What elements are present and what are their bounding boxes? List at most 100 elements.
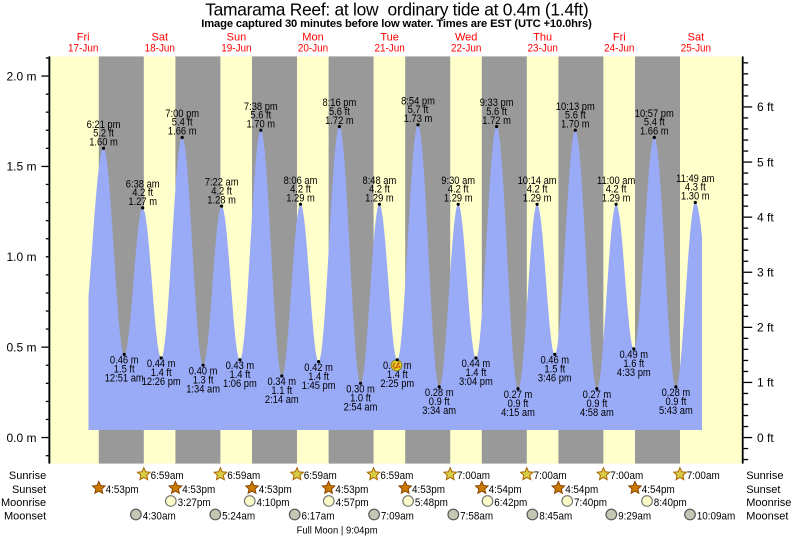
svg-text:12:26 pm: 12:26 pm (142, 376, 181, 388)
svg-text:Image captured 30 minutes befo: Image captured 30 minutes before low wat… (201, 18, 592, 30)
svg-text:0.9 ft: 0.9 ft (508, 398, 529, 410)
svg-text:5:24am: 5:24am (222, 510, 255, 522)
svg-text:8:54 pm: 8:54 pm (401, 95, 435, 107)
svg-text:Moonset: Moonset (746, 510, 788, 522)
svg-text:4:10pm: 4:10pm (257, 497, 290, 509)
svg-text:1.29 m: 1.29 m (365, 193, 394, 205)
svg-text:Moonset: Moonset (4, 510, 46, 522)
svg-text:1.72 m: 1.72 m (482, 115, 511, 127)
svg-text:1.3 ft: 1.3 ft (193, 374, 214, 386)
svg-text:6:59am: 6:59am (304, 470, 337, 482)
svg-text:0.9 ft: 0.9 ft (666, 396, 687, 408)
svg-text:4.2 ft: 4.2 ft (606, 184, 627, 196)
svg-text:7:00am: 7:00am (534, 470, 567, 482)
svg-text:0.46 m: 0.46 m (541, 355, 570, 367)
svg-text:Sunset: Sunset (12, 484, 46, 496)
svg-text:5.6 ft: 5.6 ft (250, 109, 271, 121)
svg-text:23-Jun: 23-Jun (528, 43, 558, 55)
svg-text:6:17am: 6:17am (302, 510, 335, 522)
svg-text:1.4 ft: 1.4 ft (151, 367, 172, 379)
svg-text:0.28 m: 0.28 m (662, 387, 691, 399)
svg-text:5.6 ft: 5.6 ft (329, 106, 350, 118)
svg-text:5:43 am: 5:43 am (659, 405, 693, 417)
svg-text:Fri: Fri (613, 32, 626, 44)
svg-text:21-Jun: 21-Jun (374, 43, 404, 55)
svg-text:1.29 m: 1.29 m (286, 193, 315, 205)
svg-text:4.2 ft: 4.2 ft (290, 184, 311, 196)
svg-text:1.5 ft: 1.5 ft (114, 364, 135, 376)
svg-text:25-Jun: 25-Jun (681, 43, 711, 55)
svg-text:4:54pm: 4:54pm (642, 484, 675, 496)
svg-text:5.2 ft: 5.2 ft (93, 128, 114, 140)
svg-text:1:45 pm: 1:45 pm (302, 380, 336, 392)
svg-text:4.2 ft: 4.2 ft (527, 184, 548, 196)
svg-text:Moonrise: Moonrise (746, 497, 791, 509)
svg-text:0.30 m: 0.30 m (346, 384, 375, 396)
svg-text:1.27 m: 1.27 m (128, 196, 157, 208)
svg-text:6 ft: 6 ft (757, 100, 774, 114)
svg-text:1 ft: 1 ft (757, 376, 774, 390)
svg-text:17-Jun: 17-Jun (68, 43, 98, 55)
svg-text:22-Jun: 22-Jun (451, 43, 481, 55)
svg-text:0 ft: 0 ft (757, 431, 774, 445)
svg-text:Mon: Mon (302, 32, 323, 44)
svg-text:1:34 am: 1:34 am (186, 383, 220, 395)
svg-text:4:30am: 4:30am (143, 510, 176, 522)
svg-text:1.29 m: 1.29 m (602, 193, 631, 205)
svg-text:1.4 ft: 1.4 ft (230, 369, 251, 381)
svg-text:4:58 am: 4:58 am (580, 407, 614, 419)
svg-text:1.4 ft: 1.4 ft (308, 371, 329, 383)
svg-text:10:14 am: 10:14 am (518, 175, 557, 187)
svg-text:Sunset: Sunset (746, 484, 780, 496)
svg-text:1.72 m: 1.72 m (325, 115, 354, 127)
svg-text:7:00am: 7:00am (457, 470, 490, 482)
svg-text:10:09am: 10:09am (697, 510, 736, 522)
svg-text:Sat: Sat (152, 32, 169, 44)
svg-text:1.0 ft: 1.0 ft (350, 393, 371, 405)
svg-text:Full Moon | 9:04pm: Full Moon | 9:04pm (297, 525, 378, 536)
svg-text:5.7 ft: 5.7 ft (408, 104, 429, 116)
svg-text:7:22 am: 7:22 am (205, 177, 239, 189)
svg-text:7:00am: 7:00am (610, 470, 643, 482)
svg-text:4.2 ft: 4.2 ft (211, 185, 232, 197)
svg-text:11:49 am: 11:49 am (676, 173, 714, 185)
svg-text:5.6 ft: 5.6 ft (565, 109, 586, 121)
svg-text:8:45am: 8:45am (539, 510, 572, 522)
svg-text:0.49 m: 0.49 m (620, 349, 649, 361)
svg-text:0.28 m: 0.28 m (425, 387, 454, 399)
svg-text:Moonrise: Moonrise (1, 497, 46, 509)
svg-text:0.0 m: 0.0 m (6, 431, 36, 445)
svg-text:3 ft: 3 ft (757, 266, 774, 280)
svg-text:8:48 am: 8:48 am (363, 175, 397, 187)
svg-text:8:06 am: 8:06 am (284, 175, 318, 187)
svg-text:3:46 pm: 3:46 pm (538, 373, 572, 385)
svg-text:3:27pm: 3:27pm (178, 497, 211, 509)
svg-text:1.66 m: 1.66 m (640, 126, 669, 138)
svg-text:1.60 m: 1.60 m (89, 137, 118, 149)
svg-text:4:53pm: 4:53pm (182, 484, 215, 496)
svg-text:7:00am: 7:00am (687, 470, 720, 482)
svg-text:0.5 m: 0.5 m (6, 340, 36, 354)
svg-text:8:16 pm: 8:16 pm (323, 97, 357, 109)
svg-text:24-Jun: 24-Jun (604, 43, 634, 55)
svg-text:1.5 m: 1.5 m (6, 160, 36, 174)
svg-text:7:00 pm: 7:00 pm (165, 108, 199, 120)
svg-text:2.0 m: 2.0 m (6, 69, 36, 83)
svg-text:0.44 m: 0.44 m (462, 358, 491, 370)
svg-text:Fri: Fri (77, 32, 90, 44)
svg-text:11:00 am: 11:00 am (597, 175, 635, 187)
svg-text:6:21 pm: 6:21 pm (87, 119, 121, 131)
svg-text:1.73 m: 1.73 m (404, 113, 433, 125)
svg-text:1.30 m: 1.30 m (681, 191, 710, 203)
svg-text:1.70 m: 1.70 m (247, 118, 276, 130)
svg-text:2 ft: 2 ft (757, 321, 774, 335)
svg-text:0.27 m: 0.27 m (504, 389, 533, 401)
svg-text:2:14 am: 2:14 am (265, 394, 299, 406)
svg-text:5.6 ft: 5.6 ft (486, 106, 507, 118)
svg-text:6:59am: 6:59am (227, 470, 260, 482)
svg-text:1.1 ft: 1.1 ft (271, 385, 292, 397)
svg-text:1.5 ft: 1.5 ft (544, 364, 565, 376)
svg-text:6:42pm: 6:42pm (494, 497, 527, 509)
svg-text:4:53pm: 4:53pm (106, 484, 139, 496)
svg-text:4.2 ft: 4.2 ft (448, 184, 469, 196)
